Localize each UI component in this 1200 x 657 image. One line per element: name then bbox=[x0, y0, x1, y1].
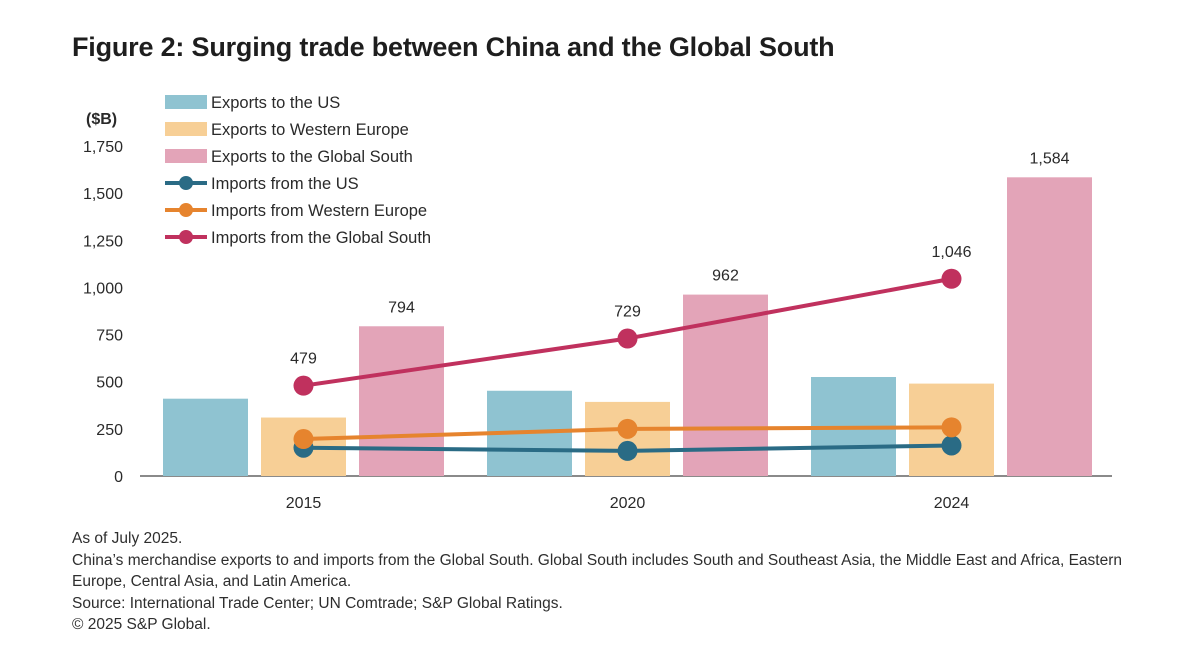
legend-swatch bbox=[165, 122, 207, 136]
legend-label: Imports from Western Europe bbox=[211, 202, 427, 220]
bar bbox=[359, 326, 444, 476]
y-tick-label: 1,250 bbox=[83, 233, 123, 250]
x-tick-label: 2015 bbox=[286, 495, 322, 512]
line-point bbox=[293, 429, 314, 450]
data-labels: 794 962 1,584 479 729 1,046 bbox=[290, 150, 1069, 367]
y-tick-label: 0 bbox=[114, 469, 123, 486]
legend-label: Exports to the Global South bbox=[211, 148, 413, 166]
lines bbox=[293, 268, 962, 461]
legend-swatch bbox=[165, 149, 207, 163]
note-as-of: As of July 2025. bbox=[72, 530, 183, 547]
bar-data-label: 1,584 bbox=[1029, 150, 1069, 167]
line-point bbox=[617, 440, 638, 461]
note-description: China’s merchandise exports to and impor… bbox=[72, 551, 1123, 591]
line-point bbox=[941, 268, 962, 289]
line-point bbox=[941, 417, 962, 438]
y-tick-label: 1,500 bbox=[83, 186, 123, 203]
bar bbox=[163, 398, 248, 476]
legend: Exports to the US Exports to Western Euro… bbox=[165, 94, 431, 247]
bar bbox=[1007, 177, 1092, 476]
bar-data-label: 962 bbox=[712, 268, 739, 285]
legend-swatch bbox=[165, 95, 207, 109]
x-tick-label: 2024 bbox=[934, 495, 970, 512]
y-axis-unit-label: ($B) bbox=[86, 111, 117, 128]
y-tick-label: 750 bbox=[96, 328, 123, 345]
legend-marker bbox=[179, 176, 193, 190]
chart-notes: As of July 2025. China’s merchandise exp… bbox=[72, 528, 1152, 636]
line-data-label: 1,046 bbox=[931, 244, 971, 261]
chart-title: Figure 2: Surging trade between China an… bbox=[72, 32, 835, 62]
line-data-label: 729 bbox=[614, 304, 641, 321]
y-tick-label: 500 bbox=[96, 375, 123, 392]
legend-label: Imports from the Global South bbox=[211, 229, 431, 247]
note-source: Source: International Trade Center; UN C… bbox=[72, 594, 563, 612]
line-point bbox=[941, 435, 962, 456]
y-tick-label: 1,000 bbox=[83, 280, 123, 297]
y-tick-label: 1,750 bbox=[83, 139, 123, 156]
legend-marker bbox=[179, 203, 193, 217]
trade-chart: Exports to the US Exports to Western Euro… bbox=[83, 94, 1112, 512]
line-data-label: 479 bbox=[290, 351, 317, 368]
line-point bbox=[617, 418, 638, 439]
y-tick-label: 250 bbox=[96, 422, 123, 439]
note-copyright: © 2025 S&P Global. bbox=[72, 616, 211, 633]
bar bbox=[585, 401, 670, 476]
line-point bbox=[617, 328, 638, 349]
legend-label: Exports to the US bbox=[211, 94, 340, 112]
line-point bbox=[293, 375, 314, 396]
x-tick-label: 2020 bbox=[610, 495, 646, 512]
legend-label: Exports to Western Europe bbox=[211, 121, 409, 139]
bar-data-label: 794 bbox=[388, 299, 415, 316]
legend-label: Imports from the US bbox=[211, 175, 359, 193]
legend-marker bbox=[179, 230, 193, 244]
